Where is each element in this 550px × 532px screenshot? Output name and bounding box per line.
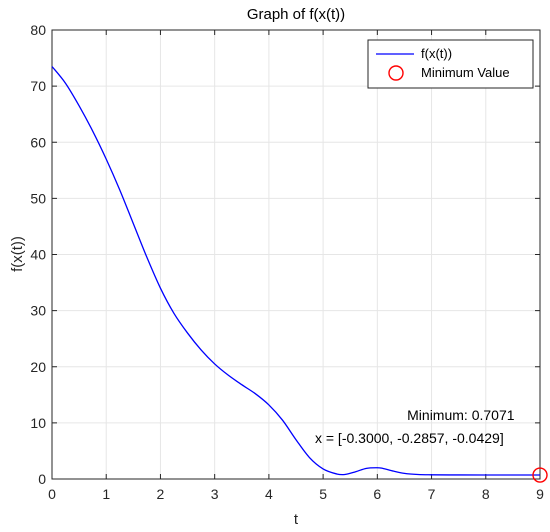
x-tick-label: 4 [265,486,273,502]
annotation-x-vector: x = [-0.3000, -0.2857, -0.0429] [315,430,504,446]
y-tick-label: 20 [30,359,46,375]
grid [52,30,540,479]
x-tick-label: 0 [48,486,56,502]
legend-entry-minimum-value: Minimum Value [421,65,510,80]
x-tick-label: 8 [482,486,490,502]
x-tick-label: 9 [536,486,544,502]
axis-ticks [51,29,541,480]
y-axis-label: f(x(t)) [9,236,26,272]
x-tick-label: 5 [319,486,327,502]
x-tick-label: 2 [157,486,165,502]
x-axis-label: t [294,511,299,528]
y-tick-label: 10 [30,415,46,431]
legend-entry-f-x-t: f(x(t)) [421,46,452,61]
series-line-f-x-t [51,66,540,476]
x-tick-label: 1 [102,486,110,502]
y-tick-label: 60 [30,134,46,150]
minimum-value-marker [532,467,548,483]
y-tick-label: 40 [30,247,46,263]
y-tick-label: 80 [30,22,46,38]
y-tick-label: 70 [30,78,46,94]
legend-marker-swatch [388,65,404,81]
x-tick-label: 7 [428,486,436,502]
annotation-minimum: Minimum: 0.7071 [407,407,515,423]
y-tick-label: 30 [30,303,46,319]
tick-labels: 0 1 2 3 4 5 6 7 8 9 0 10 20 30 40 50 60 70 80 [30,22,544,502]
chart-title: Graph of f(x(t)) [247,6,345,23]
x-tick-label: 6 [373,486,381,502]
y-tick-label: 0 [38,471,46,487]
legend: f(x(t)) Minimum Value [367,39,534,89]
x-tick-label: 3 [211,486,219,502]
y-tick-label: 50 [30,190,46,206]
